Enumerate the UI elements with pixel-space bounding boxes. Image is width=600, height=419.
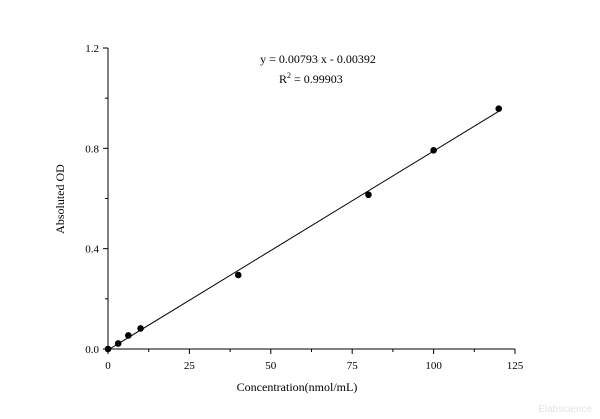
data-point (114, 340, 122, 347)
fit-line (109, 110, 499, 350)
data-point (430, 147, 437, 154)
fit-equation: y = 0.00793 x - 0.00392 (260, 52, 376, 66)
watermark: Elabscience (538, 404, 592, 415)
x-tick-label: 25 (184, 360, 196, 372)
y-tick-label: 1.2 (85, 43, 99, 55)
data-point (104, 345, 112, 353)
r2-prefix: R (279, 72, 287, 86)
data-point (125, 332, 132, 339)
r-squared-annotation: R2 = 0.99903 (279, 71, 343, 86)
data-point (365, 191, 372, 199)
data-points (104, 105, 503, 353)
ticks: 0 25 50 75 100 125 0.0 0.4 0.8 1.2 (85, 43, 524, 372)
fit-line-group (109, 110, 499, 350)
axes (107, 48, 515, 350)
x-tick-label: 50 (265, 360, 277, 372)
r2-value: = 0.99903 (291, 72, 343, 86)
x-tick-label: 100 (425, 360, 442, 372)
data-point (234, 271, 242, 279)
x-tick-label: 75 (347, 360, 359, 372)
x-axis-label: Concentration(nmol/mL) (237, 380, 358, 394)
y-tick-label: 0.0 (85, 344, 99, 356)
y-tick-label: 0.4 (85, 244, 99, 256)
y-axis-label: Absoluted OD (53, 164, 67, 234)
x-tick-label: 125 (507, 360, 524, 372)
x-tick-label: 0 (105, 360, 111, 372)
r2-superscript: 2 (287, 71, 291, 80)
y-tick-label: 0.8 (85, 143, 99, 155)
data-point (137, 325, 144, 332)
data-point (495, 105, 503, 113)
